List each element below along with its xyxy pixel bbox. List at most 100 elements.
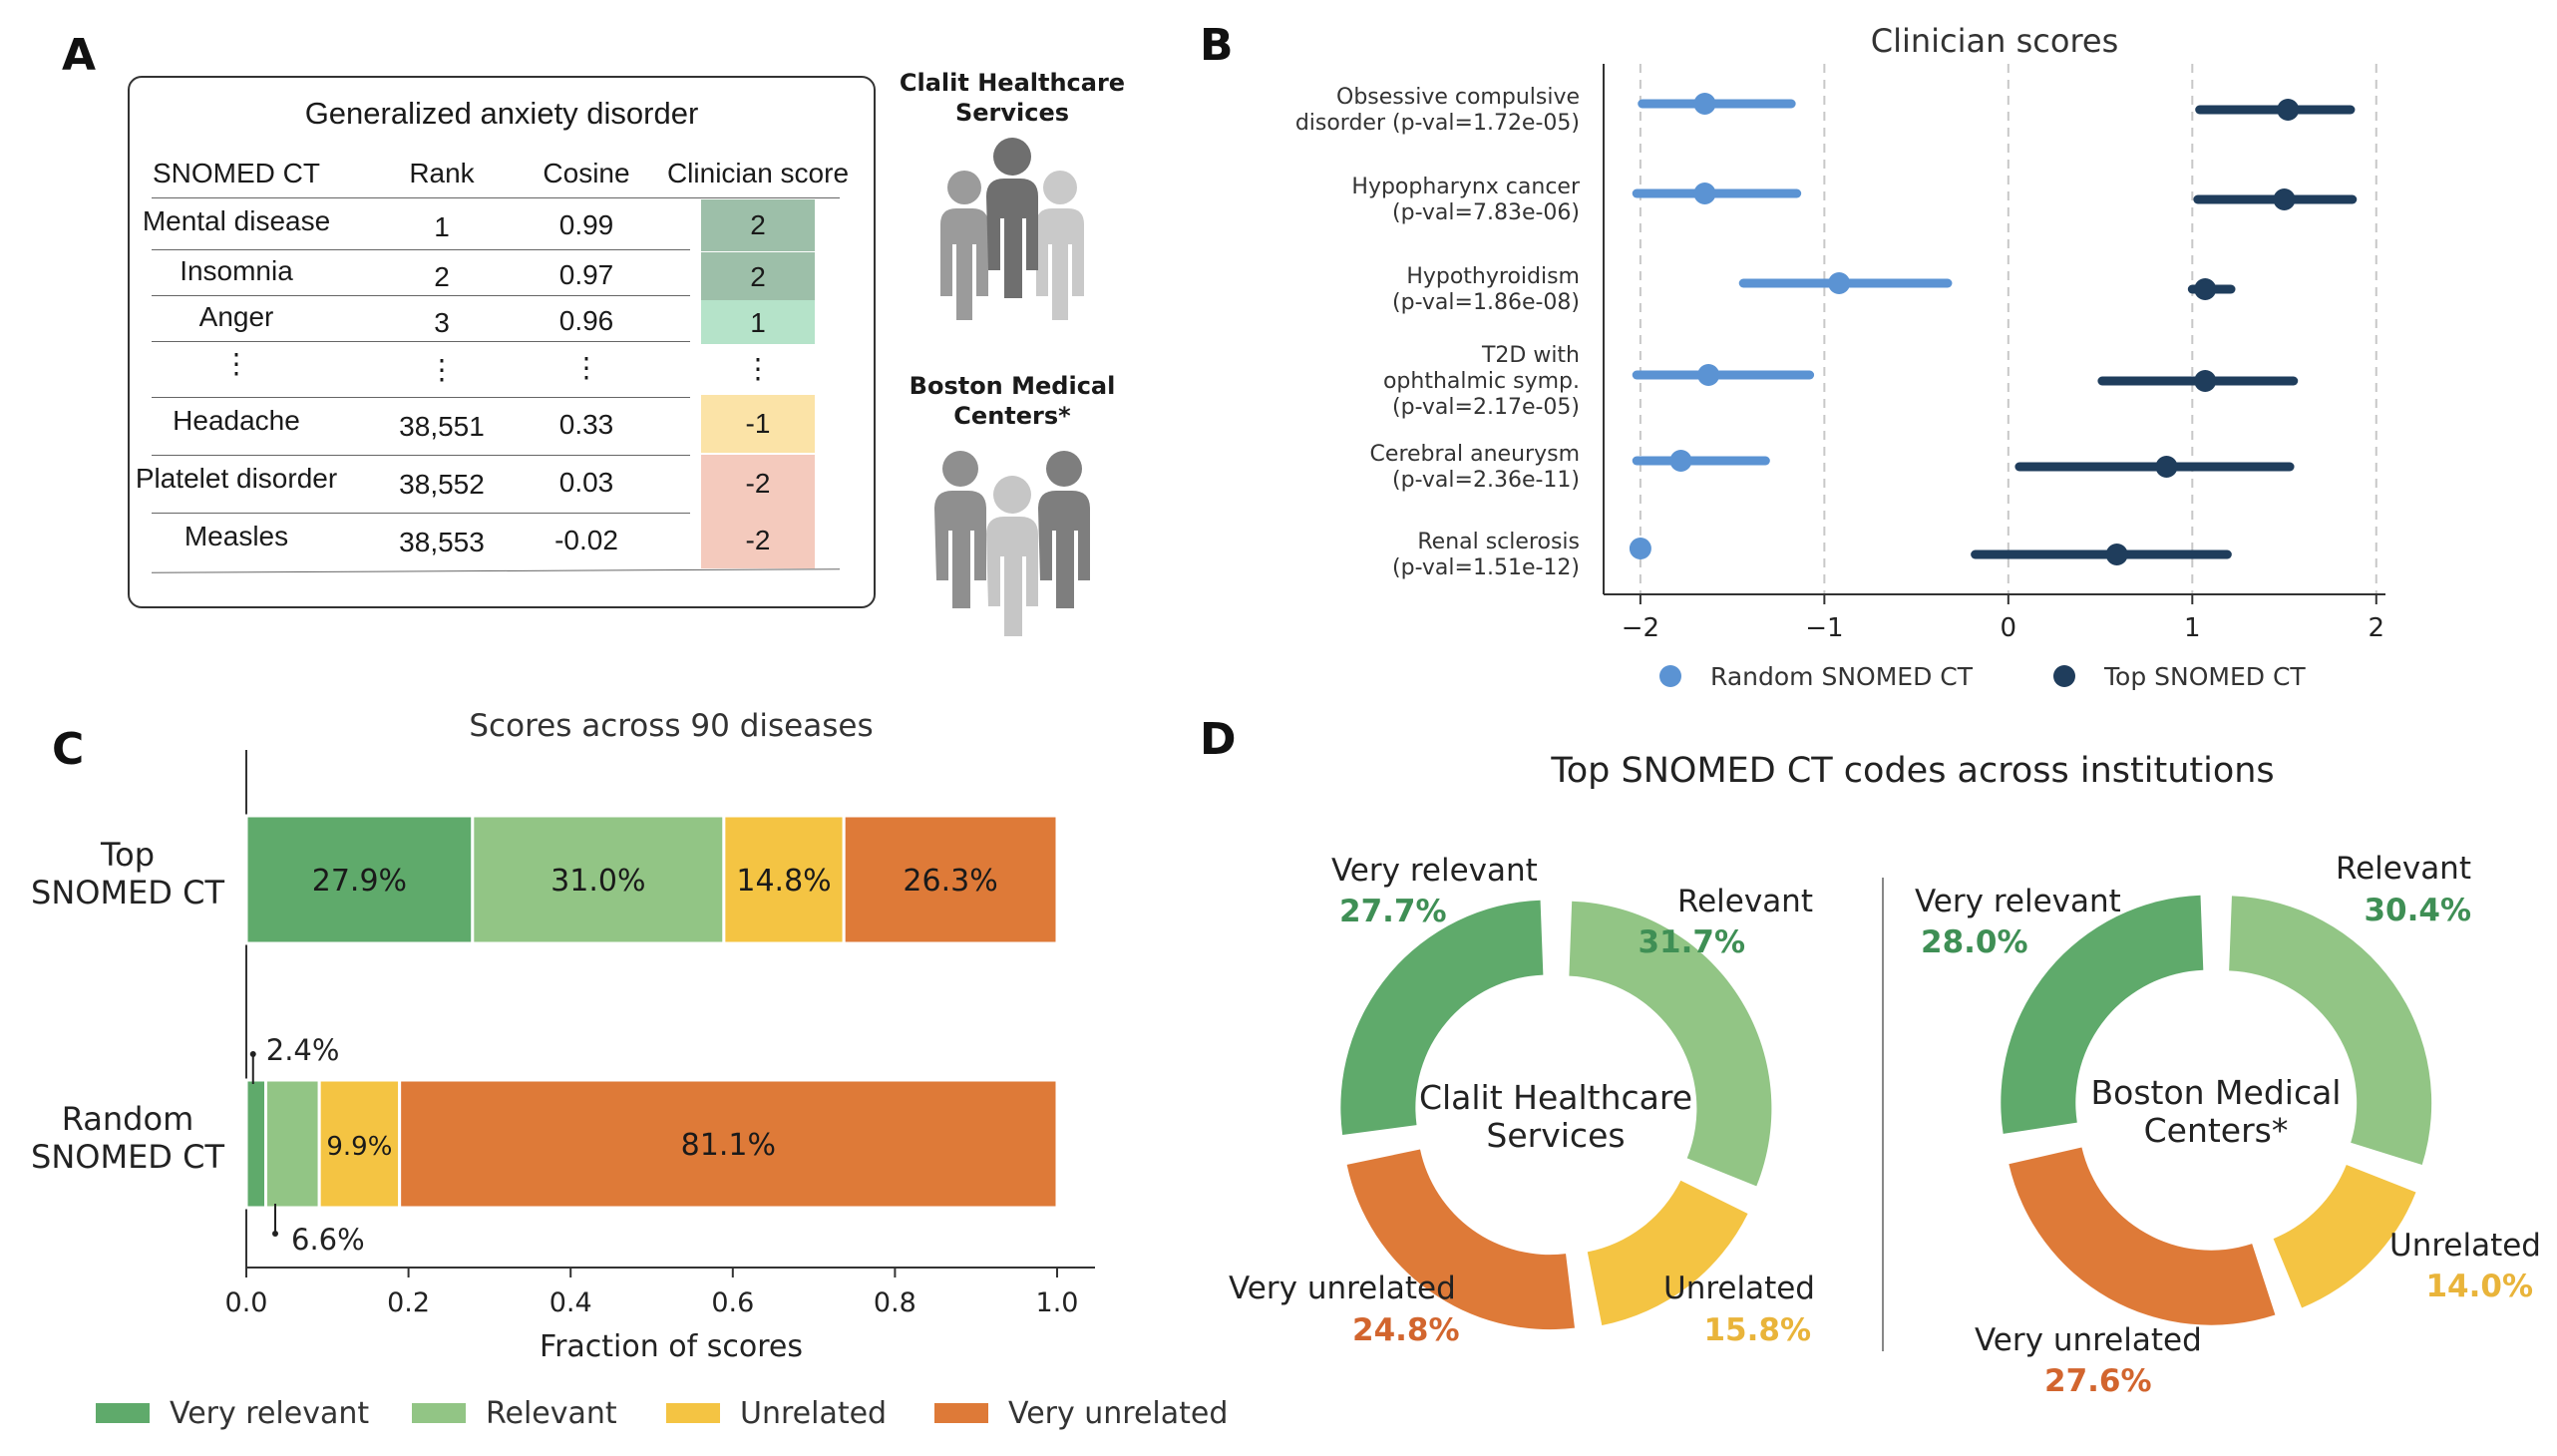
cosine-cell: 0.96	[558, 305, 614, 336]
leader-dot	[249, 1051, 256, 1057]
clinician-score-cell: ⋮	[701, 344, 815, 394]
scores-stacked-bar-chart: Scores across 90 diseases 0.0 0.2 0.4 0.6 0.8…	[31, 708, 1228, 1431]
rank-cell: 38,552	[399, 469, 485, 500]
snomed-term-cell: Insomnia	[180, 255, 293, 286]
example-table: Generalized anxiety disorder SNOMED CT Ra…	[128, 76, 876, 608]
people-group-icon	[934, 451, 1090, 636]
snomed-term-cell: Anger	[198, 301, 274, 332]
slice-name-label: Unrelated	[2389, 1228, 2541, 1264]
snomed-term-cell: Platelet disorder	[135, 463, 338, 494]
bar-segment	[264, 1078, 321, 1210]
bar-value-label: 26.3%	[903, 864, 997, 899]
slice-percent-label: 30.4%	[2364, 893, 2471, 928]
snomed-term-cell: ⋮	[222, 348, 250, 379]
institution-donut-charts: Top SNOMED CT codes across institutions C…	[1229, 751, 2541, 1399]
y-tick-label: Cerebral aneurysm	[1370, 442, 1580, 467]
data-point	[2277, 99, 2300, 121]
slice-name-label: Unrelated	[1663, 1271, 1815, 1306]
y-tick-label: (p-val=1.51e-12)	[1392, 555, 1580, 580]
cosine-cell: -0.02	[554, 525, 618, 555]
table-rule	[152, 249, 690, 250]
slice-name-label: Very relevant	[1331, 853, 1538, 889]
y-tick-label: SNOMED CT	[31, 874, 224, 911]
legend-label: Relevant	[486, 1396, 617, 1431]
people-group-icon	[940, 138, 1084, 320]
institution-label-boston: Boston Medical Centers*	[898, 371, 1127, 431]
data-point	[2273, 188, 2296, 210]
bar-value-label: 31.0%	[550, 864, 645, 899]
clinician-score-cell: -2	[701, 455, 815, 513]
table-rule	[152, 197, 840, 198]
panel-letter-a: A	[62, 30, 97, 81]
slice-percent-label: 27.7%	[1339, 894, 1447, 929]
donut-slice	[2009, 1147, 2276, 1325]
legend-swatch	[96, 1403, 150, 1423]
legend-label: Random SNOMED CT	[1710, 662, 1974, 691]
slice-percent-label: 24.8%	[1352, 1312, 1460, 1348]
x-tick-label: −2	[1622, 613, 1659, 643]
clinician-score-cell: 2	[701, 199, 815, 251]
legend-label: Very unrelated	[1008, 1396, 1228, 1431]
bar-segment	[842, 814, 1059, 945]
donut-center-label: Services	[1486, 1116, 1625, 1155]
donut-center-label: Clalit Healthcare	[1419, 1078, 1692, 1117]
institution-name-line2: Centers*	[953, 402, 1071, 430]
institution-name-line2: Services	[954, 99, 1070, 127]
donut-center-label: Centers*	[2144, 1111, 2289, 1150]
data-point	[1693, 93, 1716, 115]
bar-segment	[244, 814, 475, 945]
y-tick-label: disorder (p-val=1.72e-05)	[1295, 111, 1580, 136]
y-tick-label: Hypopharynx cancer	[1351, 175, 1581, 199]
donut-slice	[1346, 1149, 1575, 1330]
clinician-score-cell: 2	[701, 252, 815, 302]
institution-label-clalit: Clalit Healthcare Services	[898, 68, 1127, 128]
donut-slice	[2229, 896, 2432, 1166]
data-point	[1629, 538, 1651, 559]
x-axis-label: Fraction of scores	[540, 1329, 803, 1364]
data-point	[1697, 364, 1720, 386]
legend-label: Unrelated	[740, 1396, 887, 1431]
table-rule	[152, 397, 690, 398]
rank-cell: 3	[434, 307, 450, 338]
table-rule	[152, 513, 690, 514]
slice-percent-label: 31.7%	[1638, 924, 1745, 960]
institution-name-line1: Clalit Healthcare	[899, 69, 1126, 97]
donut-slice	[1340, 900, 1544, 1135]
chart-title: Top SNOMED CT codes across institutions	[1550, 751, 2274, 791]
y-tick-label: Random	[62, 1100, 193, 1138]
y-tick-label: Obsessive compulsive	[1336, 85, 1580, 110]
y-tick-label: (p-val=2.17e-05)	[1392, 395, 1580, 420]
clinician-score-cell: 1	[701, 300, 815, 345]
table-rule	[152, 455, 690, 456]
chart-title: Clinician scores	[1871, 22, 2119, 60]
x-tick-label: 1.0	[1036, 1287, 1079, 1318]
legend-marker	[1659, 665, 1681, 687]
y-tick-label: (p-val=7.83e-06)	[1392, 200, 1580, 225]
rank-cell: 2	[434, 261, 450, 292]
cosine-cell: ⋮	[572, 352, 600, 383]
x-tick-label: −1	[1805, 613, 1843, 643]
bar-segment	[317, 1078, 402, 1210]
legend-label: Top SNOMED CT	[2103, 662, 2306, 691]
panel-letter-c: C	[52, 724, 85, 775]
y-tick-label: SNOMED CT	[31, 1138, 224, 1176]
slice-percent-label: 27.6%	[2044, 1363, 2152, 1399]
data-point	[2105, 544, 2128, 565]
institution-name-line1: Boston Medical	[909, 372, 1116, 400]
donut-center-label: Boston Medical	[2091, 1073, 2342, 1112]
donut-slice	[2001, 895, 2204, 1134]
rank-cell: ⋮	[428, 354, 456, 385]
slice-percent-label: 15.8%	[1703, 1312, 1811, 1348]
slice-name-label: Very relevant	[1915, 884, 2121, 919]
y-tick-label: Renal sclerosis	[1417, 530, 1580, 554]
cosine-cell: 0.99	[558, 209, 614, 240]
donut-slice	[1569, 901, 1772, 1187]
table-header: Cosine	[543, 158, 630, 188]
panel-letter-b: B	[1200, 20, 1234, 71]
bar-segment	[471, 814, 726, 945]
x-tick-label: 0.8	[874, 1287, 916, 1318]
x-tick-label: 0.0	[225, 1287, 268, 1318]
table-header: Clinician score	[666, 158, 850, 188]
bar-value-label: 14.8%	[736, 864, 831, 899]
table-title: Generalized anxiety disorder	[304, 96, 699, 131]
